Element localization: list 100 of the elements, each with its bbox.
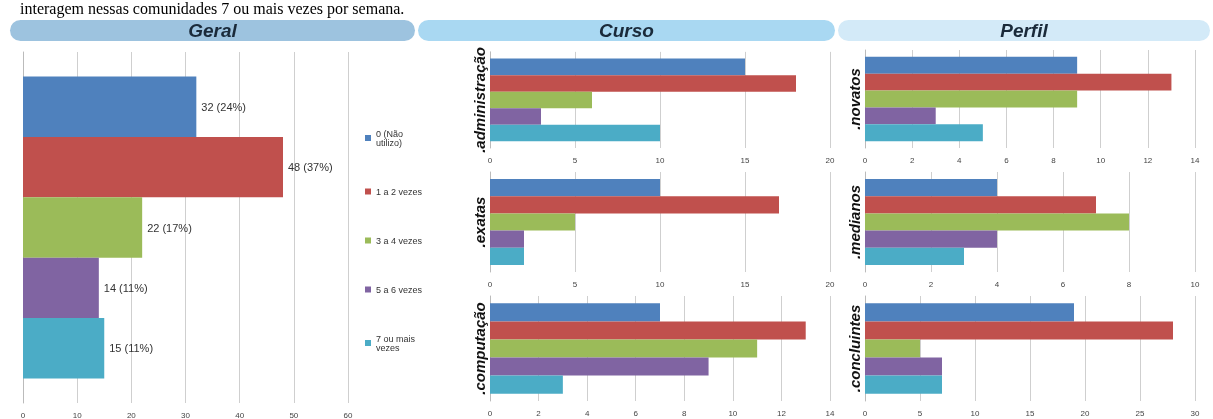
x-tick-label: 2	[909, 155, 915, 165]
x-tick-label: 0	[20, 410, 26, 419]
bar	[490, 213, 575, 231]
x-tick-label: 20	[825, 155, 835, 165]
x-tick-label: 50	[289, 410, 299, 419]
bar	[865, 247, 964, 265]
x-tick-label: 4	[994, 279, 1000, 289]
x-tick-label: 15	[1025, 408, 1035, 418]
x-tick-label: 0	[862, 155, 868, 165]
x-tick-label: 14	[1190, 155, 1200, 165]
x-tick-label: 6	[1004, 155, 1010, 165]
bar	[865, 196, 1096, 214]
data-label: 22 (17%)	[147, 221, 192, 234]
bar	[865, 179, 997, 197]
x-tick-label: 0	[862, 279, 868, 289]
text: interagem nessas comunidades 7 ou mais vezes por semana.	[20, 0, 405, 18]
x-tick-label: 8	[1126, 279, 1132, 289]
y-tick-label: .concluintes	[846, 304, 863, 393]
bar	[23, 136, 283, 198]
bar	[865, 124, 983, 142]
x-tick-label: 5	[572, 155, 578, 165]
bar	[490, 179, 660, 197]
x-tick-label: 15	[740, 155, 750, 165]
x-tick-label: 30	[1190, 408, 1200, 418]
x-tick-label: 0	[862, 408, 868, 418]
bar	[490, 357, 709, 376]
bar	[865, 56, 1078, 74]
bar	[23, 257, 99, 319]
x-tick-label: 6	[633, 408, 639, 418]
y-tick-label: .novatos	[846, 68, 863, 130]
chart-title: Perfil	[838, 20, 1210, 41]
chart-title: Geral	[10, 20, 415, 41]
y-tick-label: .exatas	[471, 196, 488, 248]
data-label: 48 (37%)	[288, 161, 333, 174]
bar	[490, 124, 660, 142]
x-tick-label: 5	[917, 408, 923, 418]
x-tick-label: 10	[655, 155, 665, 165]
x-tick-label: 60	[343, 410, 353, 419]
x-tick-label: 10	[728, 408, 738, 418]
x-tick-label: 8	[682, 408, 688, 418]
bar	[490, 375, 563, 394]
x-tick-label: 0	[487, 279, 493, 289]
x-tick-label: 2	[536, 408, 542, 418]
x-tick-label: 5	[572, 279, 578, 289]
x-tick-label: 10	[72, 410, 83, 419]
bar	[865, 230, 997, 248]
x-tick-label: 20	[1080, 408, 1090, 418]
x-tick-label: 10	[970, 408, 980, 418]
legend-label: 3 a 4 vezes	[376, 235, 423, 246]
bar	[490, 108, 541, 125]
bar	[490, 303, 660, 322]
x-tick-label: 15	[740, 279, 750, 289]
chart-title: Curso	[418, 20, 835, 41]
x-tick-label: 25	[1135, 408, 1145, 418]
x-tick-label: 30	[181, 410, 191, 419]
bar	[23, 318, 105, 379]
data-label: 32 (24%)	[201, 100, 246, 113]
legend-label: 5 a 6 vezes	[376, 284, 423, 295]
bar	[865, 213, 1129, 231]
legend-label: 0 (Não utilizo)	[376, 128, 406, 148]
bar	[490, 321, 806, 340]
bar	[865, 303, 1074, 322]
x-tick-label: 4	[584, 408, 590, 418]
x-tick-label: 6	[1060, 279, 1066, 289]
data-label: 15 (11%)	[109, 342, 154, 355]
x-tick-label: 0	[487, 155, 493, 165]
bar	[23, 76, 197, 137]
bar	[865, 90, 1078, 108]
bar	[490, 75, 796, 92]
y-tick-label: .medianos	[846, 184, 863, 260]
x-tick-label: 12	[1143, 155, 1153, 165]
bar	[865, 375, 942, 394]
bar	[865, 339, 920, 358]
bar	[490, 91, 592, 109]
bar	[490, 58, 745, 76]
y-tick-label: .administração	[471, 47, 488, 153]
x-tick-label: 0	[487, 408, 493, 418]
x-tick-label: 10	[1190, 279, 1200, 289]
bar	[490, 339, 758, 358]
x-tick-label: 12	[776, 408, 787, 418]
y-tick-label: .computação	[471, 302, 488, 395]
bar	[490, 230, 524, 248]
x-tick-label: 4	[957, 155, 963, 165]
legend-label: 1 a 2 vezes	[376, 186, 423, 197]
x-tick-label: 14	[825, 408, 835, 418]
bar	[865, 73, 1172, 91]
bar	[23, 197, 143, 258]
x-tick-label: 2	[928, 279, 934, 289]
x-tick-label: 10	[1096, 155, 1106, 165]
data-label: 14 (11%)	[103, 281, 148, 294]
x-tick-label: 20	[825, 279, 835, 289]
x-tick-label: 10	[655, 279, 665, 289]
legend-label: 7 ou mais vezes	[376, 333, 418, 353]
bar	[490, 247, 524, 265]
bar	[865, 357, 942, 376]
x-tick-label: 20	[126, 410, 137, 419]
x-tick-label: 8	[1051, 155, 1057, 165]
bar	[490, 196, 779, 214]
bar	[865, 107, 936, 125]
bar	[865, 321, 1173, 340]
